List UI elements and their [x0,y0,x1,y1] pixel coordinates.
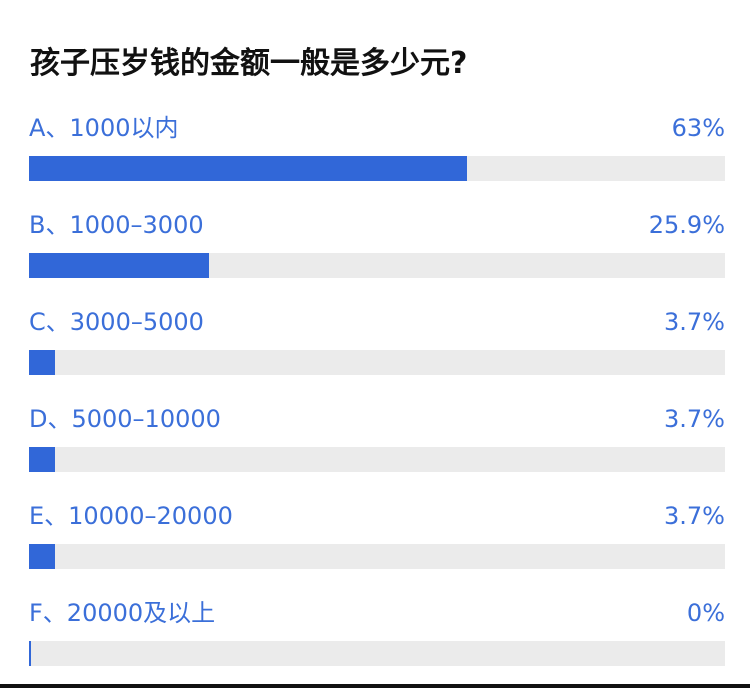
option-label: D、5000–10000 [29,405,221,433]
option-label: A、1000以内 [29,114,179,142]
poll-option-b[interactable]: B、1000–3000 25.9% [0,210,750,306]
option-percent: 3.7% [664,502,725,530]
result-bar-fill [29,544,55,569]
result-bar-track [29,544,725,569]
poll-option-d[interactable]: D、5000–10000 3.7% [0,404,750,500]
result-bar-track [29,447,725,472]
option-percent: 63% [671,114,725,142]
result-bar-fill [29,253,210,278]
option-label: C、3000–5000 [29,308,204,336]
poll-option-c[interactable]: C、3000–5000 3.7% [0,307,750,403]
poll-title: 孩子压岁钱的金额一般是多少元? [30,46,468,81]
option-label: E、10000–20000 [29,502,233,530]
poll-option-f[interactable]: F、20000及以上 0% [0,598,750,694]
option-label: F、20000及以上 [29,599,216,627]
option-percent: 3.7% [664,405,725,433]
result-bar-fill [29,156,468,181]
option-percent: 3.7% [664,308,725,336]
option-percent: 25.9% [648,211,725,239]
poll-option-a[interactable]: A、1000以内 63% [0,113,750,209]
result-bar-track [29,641,725,666]
bottom-divider [0,684,750,688]
poll-option-e[interactable]: E、10000–20000 3.7% [0,501,750,597]
result-bar-track [29,156,725,181]
result-bar-fill [29,350,55,375]
result-bar-track [29,350,725,375]
result-bar-track [29,253,725,278]
option-label: B、1000–3000 [29,211,204,239]
result-bar-fill [29,641,31,666]
option-percent: 0% [686,599,725,627]
result-bar-fill [29,447,55,472]
